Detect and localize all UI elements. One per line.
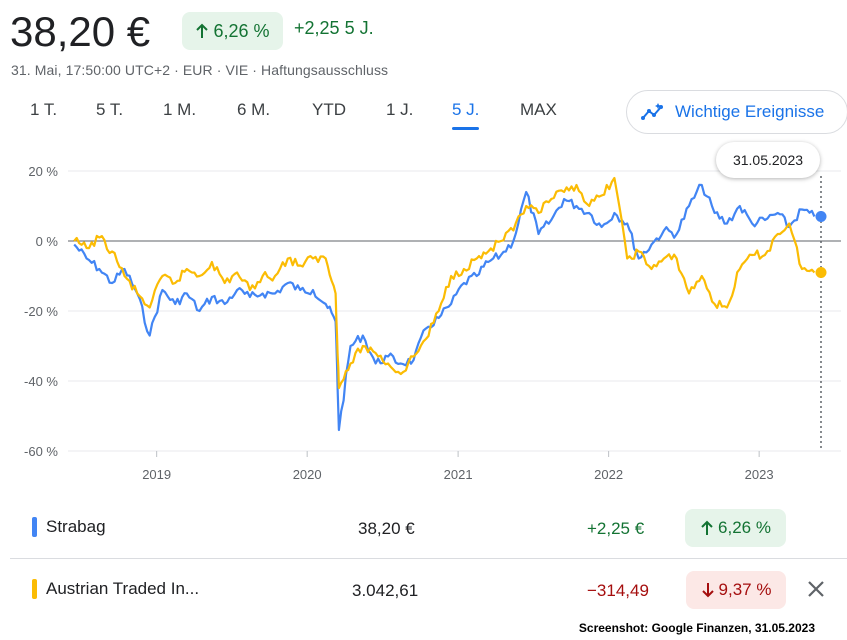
arrow-up-icon	[701, 520, 713, 535]
series-change-pct: 6,26 %	[718, 518, 771, 537]
comparison-chart[interactable]: 20 % 0 % -20 % -40 % -60 % 2019 2020 2021 2022 20…	[0, 150, 847, 490]
series-price: 38,20 €	[358, 519, 415, 538]
screenshot-credit: Screenshot: Google Finanzen, 31.05.2023	[578, 621, 815, 635]
series-price: 3.042,61	[352, 581, 419, 600]
y-tick-label: -20 %	[24, 304, 58, 319]
tab-range[interactable]: 6 M.	[237, 100, 271, 119]
legend-row-atx[interactable]: Austrian Traded In... 3.042,61 −314,49 9…	[0, 568, 847, 612]
tab-range[interactable]: 5 T.	[96, 100, 124, 119]
y-tick-label: -60 %	[24, 444, 58, 459]
tab-range[interactable]: 1 T.	[30, 100, 58, 119]
key-events-label: Wichtige Ereignisse	[675, 102, 825, 121]
y-tick-label: 20 %	[28, 164, 58, 179]
change-period: 5 J.	[344, 18, 374, 38]
series-end-point	[815, 211, 827, 222]
series-color-swatch	[32, 579, 37, 599]
series-change-badge: 6,26 %	[685, 509, 786, 547]
tab-range[interactable]: 1 M.	[163, 100, 197, 119]
arrow-up-icon	[196, 23, 209, 38]
change-percent-badge: 6,26 %	[182, 12, 283, 50]
x-tick-label: 2019	[142, 467, 171, 482]
series-change-abs: −314,49	[587, 581, 649, 600]
quote-meta: 31. Mai, 17:50:00 UTC+2 · EUR · VIE · Ha…	[11, 62, 389, 78]
series-name: Austrian Traded In...	[46, 579, 200, 598]
change-absolute-value: +2,25	[294, 18, 340, 38]
change-absolute: +2,25 5 J.	[294, 18, 374, 39]
date-tooltip: 31.05.2023	[716, 142, 820, 178]
x-tick-label: 2021	[444, 467, 473, 482]
y-tick-label: -40 %	[24, 374, 58, 389]
close-icon	[808, 581, 824, 597]
remove-comparison-button[interactable]	[804, 577, 828, 601]
tab-range[interactable]: 5 J.	[452, 100, 480, 130]
series-change-pct: 9,37 %	[718, 580, 772, 599]
legend-divider	[10, 558, 847, 559]
x-tick-label: 2022	[594, 467, 623, 482]
tab-range[interactable]: YTD	[312, 100, 346, 119]
x-tick-label: 2020	[293, 467, 322, 482]
series-change-abs: +2,25 €	[587, 519, 645, 538]
legend-row-strabag[interactable]: Strabag 38,20 € +2,25 € 6,26 %	[0, 506, 847, 550]
series-end-point	[815, 267, 827, 278]
insights-icon	[641, 103, 663, 120]
tab-range[interactable]: 1 J.	[386, 100, 414, 119]
x-tick-label: 2023	[745, 467, 774, 482]
series-color-swatch	[32, 517, 37, 537]
series-change-badge: 9,37 %	[686, 571, 786, 609]
arrow-down-icon	[701, 583, 714, 598]
change-percent-value: 6,26 %	[213, 20, 270, 41]
series-name: Strabag	[46, 517, 106, 536]
key-events-button[interactable]: Wichtige Ereignisse	[626, 90, 847, 134]
stock-price: 38,20 €	[10, 8, 151, 55]
y-tick-label: 0 %	[36, 234, 59, 249]
active-tab-indicator	[452, 127, 480, 130]
series-line	[73, 183, 816, 432]
series-line	[73, 176, 816, 390]
tab-range[interactable]: MAX	[520, 100, 557, 119]
